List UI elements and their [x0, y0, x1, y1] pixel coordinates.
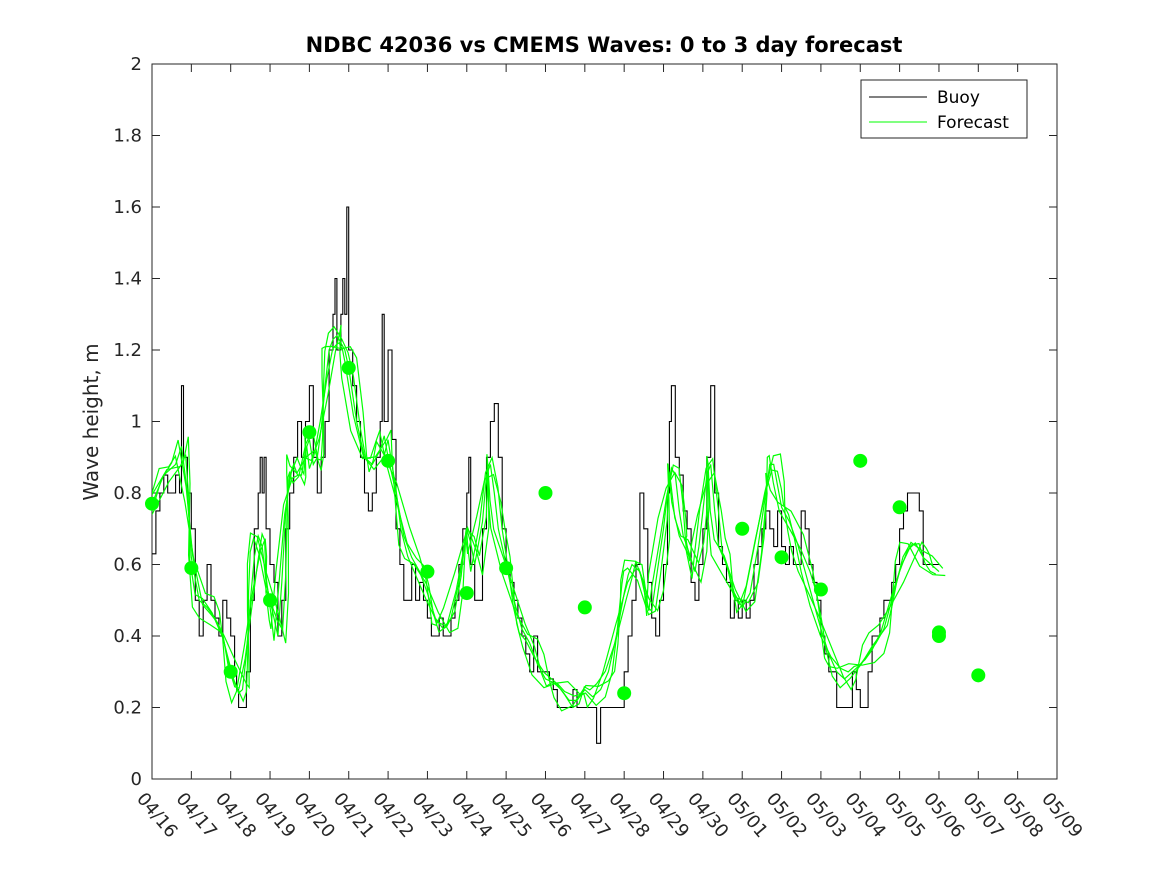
forecast-marker [617, 686, 632, 701]
forecast-marker [459, 586, 474, 601]
x-tick-label: 05/04 [840, 789, 889, 842]
forecast-marker [263, 593, 278, 608]
forecast-marker [538, 486, 553, 500]
series-forecast [152, 334, 940, 701]
x-tick-label: 04/19 [250, 789, 299, 842]
forecast-marker [577, 600, 592, 615]
x-tick-label: 04/29 [644, 789, 693, 842]
y-tick-label: 1 [131, 412, 142, 433]
legend-box [860, 79, 1028, 139]
series-forecast-run [152, 341, 937, 709]
x-tick-label: 04/20 [290, 789, 339, 842]
x-tick-label: 05/08 [998, 789, 1047, 842]
chart-title: NDBC 42036 vs CMEMS Waves: 0 to 3 day fo… [306, 33, 903, 57]
y-tick-label: 0.6 [113, 555, 142, 576]
forecast-marker [184, 561, 199, 576]
y-tick-label: 1.4 [113, 269, 142, 290]
x-tick-label: 04/30 [683, 789, 732, 842]
y-tick-label: 2 [131, 54, 142, 75]
y-tick-label: 1.2 [113, 340, 142, 361]
x-tick-label: 04/18 [211, 789, 260, 842]
y-tick-label: 0.4 [113, 626, 142, 647]
x-tick-label: 05/07 [958, 789, 1007, 842]
x-tick-label: 04/26 [526, 789, 575, 842]
x-tick-label: 05/03 [801, 789, 850, 842]
x-tick-label: 05/05 [880, 789, 929, 842]
y-tick-label: 1.6 [113, 197, 142, 218]
forecast-marker [223, 664, 238, 679]
forecast-marker [499, 561, 514, 576]
x-tick-label: 05/02 [762, 789, 811, 842]
plot-area: 00.20.40.60.811.21.41.61.8204/1604/1704/… [113, 54, 1086, 842]
x-tick-label: 05/09 [1037, 789, 1086, 842]
legend-label-forecast: Forecast [937, 113, 1009, 133]
x-tick-label: 04/23 [408, 789, 457, 842]
y-tick-label: 0.8 [113, 483, 142, 504]
series-forecast-run [152, 325, 944, 707]
series-buoy [152, 206, 939, 744]
x-tick-label: 05/06 [919, 789, 968, 842]
x-tick-label: 04/17 [172, 789, 221, 842]
legend-label-buoy: Buoy [937, 88, 980, 108]
y-tick-label: 1.8 [113, 126, 142, 147]
y-axis-label: Wave height, m [79, 343, 103, 500]
legend: Buoy Forecast [860, 79, 1028, 139]
series-forecast-run [152, 324, 934, 709]
x-tick-label: 04/27 [565, 789, 614, 842]
x-tick-label: 04/25 [486, 789, 535, 842]
x-tick-label: 05/01 [722, 789, 771, 842]
series-forecast-run [152, 345, 946, 712]
forecast-marker [341, 360, 356, 375]
x-tick-label: 04/24 [447, 789, 496, 842]
forecast-marker [853, 453, 868, 468]
x-tick-label: 04/28 [604, 789, 653, 842]
forecast-marker [892, 500, 907, 515]
forecast-marker [420, 564, 435, 579]
forecast-marker [145, 496, 159, 511]
forecast-marker [971, 668, 986, 683]
x-tick-label: 04/16 [132, 789, 181, 842]
forecast-marker [302, 425, 317, 440]
forecast-marker [931, 629, 946, 643]
x-tick-label: 04/22 [368, 789, 417, 842]
forecast-marker [774, 550, 789, 565]
forecast-marker [735, 521, 750, 536]
x-tick-label: 04/21 [329, 789, 378, 842]
y-tick-label: 0.2 [113, 698, 142, 719]
y-tick-label: 0 [131, 769, 142, 790]
forecast-marker [813, 582, 828, 597]
forecast-marker [381, 453, 396, 468]
